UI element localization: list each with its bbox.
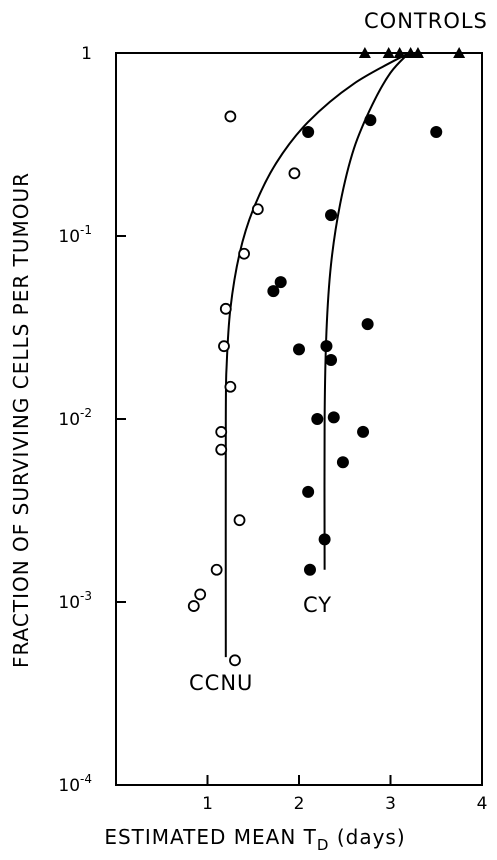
ccnu-point xyxy=(224,110,237,123)
ccnu-point xyxy=(238,247,251,260)
y-tick-label: 10-4 xyxy=(58,772,92,796)
x-axis-title: ESTIMATED MEAN TD (days) xyxy=(104,825,405,854)
fit-curve-cy xyxy=(323,52,410,570)
ccnu-point xyxy=(215,443,228,456)
x-tick-label: 4 xyxy=(477,794,488,814)
control-point xyxy=(453,47,466,58)
x-axis-title-unit: (days) xyxy=(337,825,406,849)
ccnu-point xyxy=(218,340,230,353)
ticks: 1 2 3 4 1 10-1 10-2 10-3 10-4 xyxy=(58,44,487,814)
ccnu-point xyxy=(233,514,246,527)
x-axis-title-main: ESTIMATED MEAN T xyxy=(104,825,317,849)
ccnu-point xyxy=(288,167,301,180)
ccnu-label: CCNU xyxy=(189,671,253,695)
cy-point xyxy=(327,411,340,424)
control-point xyxy=(393,47,406,58)
cy-point xyxy=(364,114,377,127)
cy-point xyxy=(293,343,305,356)
control-point xyxy=(382,47,395,58)
fitted-curves xyxy=(224,52,460,658)
cy-point xyxy=(267,285,280,298)
cy-point xyxy=(311,413,324,425)
ccnu-point xyxy=(215,426,228,438)
y-tick-exponent: -2 xyxy=(80,406,92,420)
y-tick-label: 1 xyxy=(81,44,92,64)
y-tick-label: 10-1 xyxy=(58,223,92,247)
y-tick-label: 10-2 xyxy=(58,406,92,430)
plot-frame xyxy=(115,52,483,786)
controls-label: CONTROLS xyxy=(364,9,488,33)
cy-point xyxy=(430,126,443,139)
y-tick-exponent: -4 xyxy=(80,772,92,786)
cy-point xyxy=(325,354,338,367)
cy-point xyxy=(361,318,374,331)
y-tick-exponent: -3 xyxy=(80,589,92,603)
ccnu-point xyxy=(229,654,241,667)
x-tick-label: 2 xyxy=(294,794,305,814)
y-axis-title: FRACTION OF SURVIVING CELLS PER TUMOUR xyxy=(9,172,33,668)
ccnu-point xyxy=(219,302,232,315)
fit-curve-ccnu xyxy=(224,52,410,658)
y-tick-exponent: -1 xyxy=(80,223,92,237)
ccnu-point xyxy=(251,203,264,216)
x-axis-title-space xyxy=(329,825,336,849)
cy-label: CY xyxy=(303,593,332,617)
ccnu-point xyxy=(224,380,237,393)
x-axis-title-subscript: D xyxy=(317,836,330,854)
ccnu-point xyxy=(210,563,223,576)
cy-point xyxy=(357,425,370,438)
ccnu-point xyxy=(187,600,200,612)
cy-point xyxy=(303,563,316,576)
x-tick-label: 3 xyxy=(385,794,396,814)
y-tick-label: 10-3 xyxy=(58,589,92,613)
cy-point xyxy=(302,126,315,139)
cy-point xyxy=(336,456,349,469)
control-point xyxy=(411,47,424,58)
cy-point xyxy=(318,533,331,546)
control-point xyxy=(358,47,371,58)
cy-point xyxy=(274,276,287,289)
ccnu-point xyxy=(194,588,207,601)
markers xyxy=(187,47,466,667)
cy-point xyxy=(325,209,338,222)
cy-point xyxy=(302,485,315,498)
cy-point xyxy=(320,340,333,353)
x-tick-label: 1 xyxy=(202,794,213,814)
